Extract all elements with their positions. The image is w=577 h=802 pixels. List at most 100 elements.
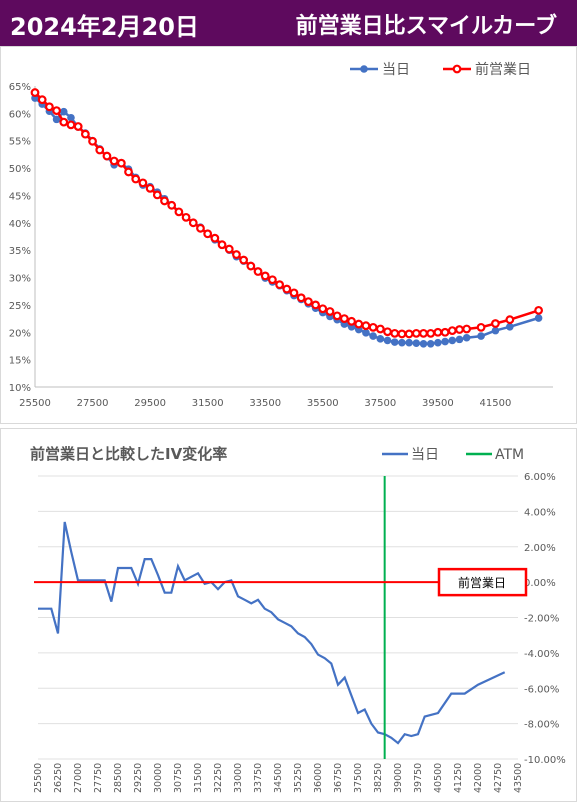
- data-point-prev: [447, 326, 457, 336]
- reference-line-group: 前営業日: [34, 567, 528, 597]
- data-point-prev: [131, 174, 141, 184]
- data-point-prev: [145, 183, 155, 193]
- data-point-prev: [246, 261, 256, 271]
- x-tick-label: 30000: [153, 763, 164, 793]
- data-point-today: [434, 338, 442, 347]
- x-tick-label: 43500: [513, 763, 524, 793]
- data-point-today: [59, 107, 68, 116]
- x-tick-label: 30750: [173, 763, 184, 793]
- x-tick-label: 35500: [307, 398, 339, 409]
- data-point-prev: [217, 240, 227, 250]
- series-line-today: [38, 521, 506, 745]
- data-point-prev: [505, 315, 515, 325]
- data-point-prev: [102, 151, 112, 161]
- data-point-prev: [339, 314, 349, 323]
- y-tick-label: 35%: [9, 246, 31, 257]
- data-point-today: [441, 337, 449, 346]
- y-tick-label: 45%: [9, 191, 31, 202]
- chart-legend: 当日 前営業日: [350, 61, 531, 78]
- data-point-prev: [433, 327, 443, 337]
- x-tick-label: 32250: [213, 763, 224, 793]
- data-point-prev: [282, 284, 292, 294]
- x-tick-label: 42000: [473, 763, 484, 793]
- y-tick-label: 50%: [9, 164, 31, 175]
- data-point-today: [419, 339, 428, 348]
- chart-frame: [0, 46, 577, 424]
- data-point-today: [506, 323, 514, 331]
- data-point-prev: [124, 167, 133, 177]
- x-tick-label: 39000: [393, 763, 404, 793]
- reference-label: 前営業日: [458, 575, 506, 590]
- x-tick-label: 41500: [480, 398, 512, 409]
- data-point-prev: [52, 106, 61, 116]
- chart-axes: 6.00% 4.00% 2.00% 0.00% -2.00% -4.00% -6.00% -8…: [33, 472, 566, 793]
- data-point-prev: [404, 329, 414, 339]
- data-point-prev: [289, 288, 299, 298]
- data-point-prev: [59, 117, 69, 127]
- x-tick-label: 31500: [192, 398, 224, 409]
- y-tick-label: 4.00%: [524, 507, 556, 518]
- y-tick-label: 2.00%: [524, 543, 556, 554]
- data-point-prev: [476, 322, 486, 332]
- smile-curve-chart: 当日 前営業日 10% 15% 20% 25% 30% 35% 40% 45% 50% 55% 60%…: [0, 46, 577, 424]
- y-tick-label: 55%: [9, 137, 31, 148]
- data-point-today: [362, 329, 370, 337]
- y-tick-label: 20%: [9, 328, 31, 339]
- x-tick-label: 25500: [33, 763, 44, 793]
- page-title: 前営業日比スマイルカーブ: [295, 14, 557, 39]
- data-point-prev: [210, 233, 220, 243]
- data-point-today: [369, 332, 377, 340]
- x-tick-label: 36000: [313, 763, 324, 793]
- data-point-today: [405, 338, 413, 347]
- data-point-prev: [275, 280, 285, 290]
- y-tick-label: 60%: [9, 109, 31, 120]
- data-point-prev: [152, 190, 162, 200]
- x-tick-label: 29500: [134, 398, 166, 409]
- data-point-prev: [397, 329, 407, 339]
- data-point-prev: [174, 207, 184, 217]
- data-point-prev: [196, 223, 205, 233]
- data-point-prev: [332, 311, 342, 321]
- y-tick-label: -8.00%: [524, 720, 559, 731]
- y-tick-label: 15%: [9, 356, 31, 367]
- data-point-prev: [268, 275, 277, 285]
- data-point-today: [477, 332, 485, 340]
- y-tick-label: -4.00%: [524, 649, 559, 660]
- y-tick-label: 65%: [9, 82, 31, 93]
- data-point-prev: [239, 255, 249, 265]
- legend-marker: [452, 64, 462, 74]
- data-point-prev: [419, 328, 428, 338]
- x-tick-label: 26250: [53, 763, 64, 793]
- x-tick-label: 42750: [493, 763, 504, 793]
- legend-label: 前営業日: [475, 61, 531, 78]
- data-point-prev: [318, 304, 328, 314]
- x-tick-label: 34500: [273, 763, 284, 793]
- data-point-prev: [440, 327, 450, 337]
- data-point-today: [376, 335, 385, 343]
- legend-marker: [360, 65, 368, 73]
- data-point-prev: [311, 300, 320, 310]
- x-tick-label: 31500: [193, 763, 204, 793]
- y-tick-label: 6.00%: [524, 472, 556, 483]
- data-point-today: [398, 338, 406, 347]
- data-point-prev: [347, 316, 356, 326]
- data-point-prev: [462, 324, 472, 334]
- data-point-prev: [181, 212, 191, 222]
- y-tick-label: -10.00%: [524, 755, 566, 766]
- data-point-prev: [383, 327, 392, 337]
- y-tick-label: 10%: [9, 383, 31, 394]
- legend-label: 当日: [382, 62, 410, 78]
- x-tick-label: 27750: [93, 763, 104, 793]
- iv-change-chart: 前営業日と比較したIV変化率 当日 ATM 6.00% 4.00% 2.00% 0.00…: [0, 428, 577, 802]
- data-point-prev: [491, 319, 500, 328]
- data-point-prev: [95, 145, 105, 155]
- x-tick-label: 27500: [77, 398, 109, 409]
- legend-label: ATM: [495, 447, 524, 463]
- data-point-prev: [232, 250, 241, 259]
- y-tick-label: -6.00%: [524, 684, 559, 695]
- data-point-prev: [411, 328, 421, 338]
- data-point-prev: [203, 229, 213, 239]
- chart-title: 前営業日と比較したIV変化率: [30, 445, 227, 463]
- data-point-prev: [224, 244, 234, 254]
- x-tick-label: 41250: [453, 763, 464, 793]
